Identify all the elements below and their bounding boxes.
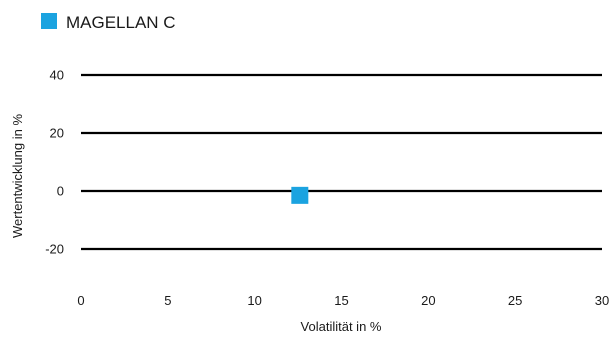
x-tick-label: 20 [421,293,435,308]
x-axis-title: Volatilität in % [301,319,382,334]
x-tick-label: 30 [595,293,609,308]
gridlines [81,73,602,251]
y-tick-label: 0 [57,184,64,199]
x-tick-label: 15 [334,293,348,308]
data-points [291,186,309,204]
y-axis-title: Wertentwicklung in % [10,114,25,238]
x-tick-label: 25 [508,293,522,308]
x-tick-label: 10 [247,293,261,308]
legend-swatch [41,13,57,29]
x-tick-label: 5 [164,293,171,308]
y-tick-label: 40 [50,68,64,83]
legend: MAGELLAN C [41,13,176,32]
y-tick-label: -20 [45,242,64,257]
x-axis-ticks: 0 5 10 15 20 25 30 [77,293,609,308]
x-tick-label: 0 [77,293,84,308]
legend-label: MAGELLAN C [66,13,176,32]
y-tick-label: 20 [50,126,64,141]
y-axis-ticks: -20 0 20 40 [45,68,64,257]
data-point-magellan-c[interactable] [291,186,309,204]
